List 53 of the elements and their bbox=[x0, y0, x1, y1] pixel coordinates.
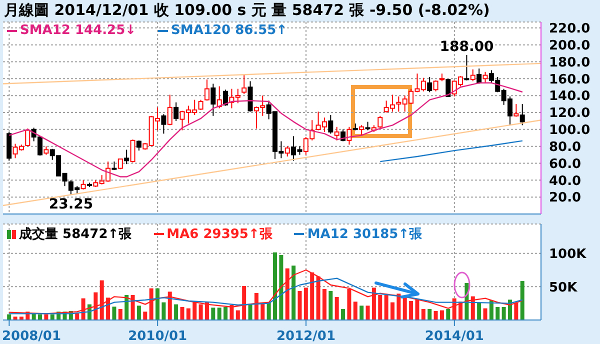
candlestick bbox=[520, 104, 525, 126]
candlestick bbox=[476, 68, 482, 84]
y-tick-label: 40.0 bbox=[549, 174, 582, 189]
candlestick bbox=[328, 114, 334, 134]
y-tick-label: 60.0 bbox=[549, 156, 582, 172]
candlestick bbox=[198, 99, 204, 110]
candlestick bbox=[124, 149, 130, 165]
line-series bbox=[8, 278, 524, 314]
candlestick bbox=[248, 80, 253, 112]
candlestick bbox=[482, 71, 488, 84]
candlestick bbox=[284, 146, 290, 157]
candlestick bbox=[446, 79, 451, 97]
x-tick-label: 2012/01 bbox=[276, 329, 336, 344]
x-tick-label: 2014/01 bbox=[424, 329, 484, 344]
candlestick bbox=[174, 102, 179, 122]
candlestick bbox=[514, 104, 519, 118]
y-tick-label: 100K bbox=[549, 246, 588, 262]
candlestick bbox=[161, 114, 166, 134]
annotation: 23.25 bbox=[48, 196, 94, 212]
x-tick-label: 2010/01 bbox=[128, 329, 188, 344]
y-tick-label: 160.0 bbox=[549, 72, 590, 88]
legend-label: MA6 29395↑張 bbox=[166, 226, 272, 243]
y-tick-label: 20.0 bbox=[549, 190, 582, 206]
candlestick bbox=[346, 126, 352, 146]
candlestick bbox=[210, 83, 216, 116]
candlestick bbox=[204, 79, 210, 102]
candlestick bbox=[359, 124, 364, 136]
y-tick-label: 50K bbox=[549, 280, 578, 296]
y-tick-label: 180.0 bbox=[549, 55, 590, 70]
y-tick-label: 80.0 bbox=[549, 140, 582, 155]
x-tick-label: 2008/01 bbox=[2, 329, 62, 344]
y-tick-label: 100.0 bbox=[549, 123, 590, 138]
legend-label: 成交量 58472↑張 bbox=[18, 226, 132, 243]
chart-title: 月線圖 2014/12/01 收 109.00 s 元 量 58472 張 -9.50 (-8.02%) bbox=[4, 1, 490, 20]
candlestick bbox=[242, 74, 247, 94]
candlestick bbox=[427, 76, 432, 93]
candlestick bbox=[80, 180, 86, 190]
y-tick-label: 140.0 bbox=[549, 89, 590, 104]
candlestick bbox=[136, 140, 142, 152]
y-tick-label: 120.0 bbox=[549, 106, 590, 122]
candlestick bbox=[167, 94, 172, 126]
candlestick bbox=[464, 54, 470, 81]
y-tick-label: 220.0 bbox=[549, 22, 590, 37]
legend-label: SMA120 86.55↑ bbox=[170, 23, 288, 38]
candlestick bbox=[130, 139, 136, 163]
legend-label: MA12 30185↑張 bbox=[306, 226, 422, 243]
candlestick bbox=[25, 128, 30, 147]
y-tick-label: 200.0 bbox=[549, 38, 590, 54]
candlestick bbox=[334, 126, 340, 141]
annotation: 188.00 bbox=[440, 38, 494, 55]
candlestick bbox=[470, 68, 476, 82]
line-series bbox=[380, 140, 524, 162]
legend-label: SMA12 144.25↓ bbox=[19, 23, 136, 38]
